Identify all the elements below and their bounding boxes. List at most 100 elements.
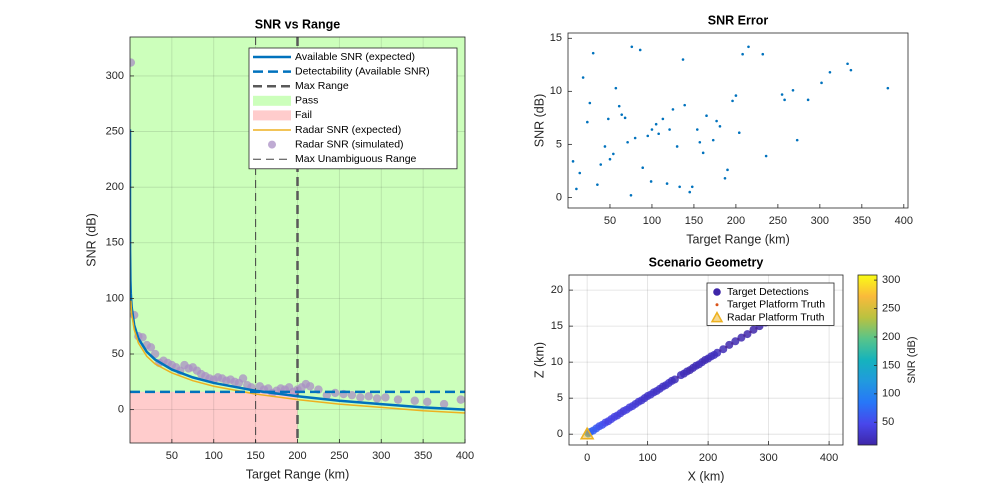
marker [439, 399, 449, 409]
colorbar-label: SNR (dB) [906, 336, 918, 383]
point [683, 103, 686, 107]
chart-title: Scenario Geometry [649, 255, 764, 269]
x-axis-label: Target Range (km) [246, 467, 350, 481]
x-tick-label: 100 [643, 215, 661, 227]
axes-background [568, 33, 908, 208]
legend-label: Pass [295, 95, 318, 107]
point [578, 171, 582, 175]
marker [719, 345, 728, 354]
marker [238, 374, 248, 383]
legend-label: Fail [295, 109, 312, 121]
point [575, 187, 578, 191]
y-tick-label: 250 [106, 125, 124, 137]
point [626, 140, 629, 144]
point [701, 151, 705, 155]
x-tick-label: 400 [895, 215, 913, 227]
point [654, 122, 658, 126]
axes-frame [568, 274, 844, 446]
marker [423, 397, 432, 407]
colorbar-tick-label: 150 [882, 359, 900, 371]
y-tick-label: 0 [557, 428, 563, 440]
y-axis-label: SNR (dB) [532, 94, 546, 147]
point [723, 177, 727, 180]
plot-area [568, 33, 908, 208]
plot-area [569, 275, 843, 445]
marker [146, 343, 156, 352]
x-tick-label: 250 [769, 215, 787, 227]
x-tick-label: 350 [414, 450, 432, 462]
region [130, 391, 298, 443]
point [741, 52, 744, 56]
marker [393, 395, 403, 404]
x-tick-label: 300 [811, 215, 829, 227]
marker [731, 337, 740, 346]
x-tick-label: 250 [330, 450, 348, 462]
x-tick-label: 400 [456, 450, 474, 462]
legend-swatch [710, 311, 724, 323]
point [620, 113, 624, 116]
point [731, 99, 734, 103]
point [734, 94, 738, 97]
y-tick-label: 0 [118, 404, 124, 416]
x-axis-label: Target Range (km) [686, 232, 790, 246]
axes-frame [567, 32, 909, 209]
point [846, 62, 849, 66]
point [678, 185, 681, 189]
y-tick-label: 20 [551, 284, 563, 296]
legend-label: Detectability (Available SNR) [295, 65, 430, 77]
x-axis-label: X (km) [688, 469, 725, 483]
x-tick-label: 200 [699, 452, 717, 464]
point [705, 114, 708, 118]
x-tick-label: 300 [372, 450, 390, 462]
x-tick-label: 200 [727, 215, 745, 227]
colorbar-tick-label: 100 [882, 388, 900, 400]
marker [749, 325, 758, 334]
y-tick-label: 15 [550, 32, 562, 44]
legend-label: Radar SNR (simulated) [295, 138, 404, 150]
y-tick-label: 5 [556, 138, 562, 150]
x-tick-label: 100 [638, 452, 656, 464]
x-tick-label: 150 [685, 215, 703, 227]
x-tick-label: 100 [205, 450, 223, 462]
legend-label: Radar Platform Truth [727, 311, 825, 323]
marker [364, 392, 373, 401]
point [698, 140, 702, 144]
point [623, 116, 627, 120]
point [629, 193, 633, 197]
legend-label: Target Platform Truth [727, 299, 825, 311]
point [591, 51, 595, 55]
point [657, 132, 660, 136]
marker [356, 393, 365, 402]
x-tick-label: 50 [166, 450, 178, 462]
x-tick-label: 400 [820, 452, 838, 464]
y-tick-label: 0 [556, 191, 562, 203]
y-axis-label: Z (km) [532, 342, 546, 378]
y-tick-label: 10 [551, 356, 563, 368]
marker [456, 395, 465, 404]
marker [579, 426, 595, 440]
legend-swatch [253, 110, 291, 121]
point [849, 68, 853, 72]
marker [743, 330, 752, 339]
point [668, 128, 671, 131]
point [588, 101, 592, 105]
marker [713, 348, 722, 357]
series-line [130, 300, 465, 414]
legend-swatch [253, 95, 291, 106]
point [646, 134, 650, 138]
y-tick-label: 5 [557, 392, 563, 404]
marker [725, 340, 734, 349]
point [675, 145, 679, 148]
point [718, 125, 722, 128]
marker [305, 382, 315, 391]
point [695, 128, 699, 131]
x-tick-label: 50 [604, 215, 616, 227]
y-tick-label: 15 [551, 320, 563, 332]
point [641, 166, 645, 169]
point [596, 183, 599, 186]
y-tick-label: 100 [106, 292, 124, 304]
colorbar-tick-label: 200 [882, 331, 900, 343]
point [649, 180, 653, 183]
point [737, 131, 741, 134]
point [688, 190, 692, 194]
